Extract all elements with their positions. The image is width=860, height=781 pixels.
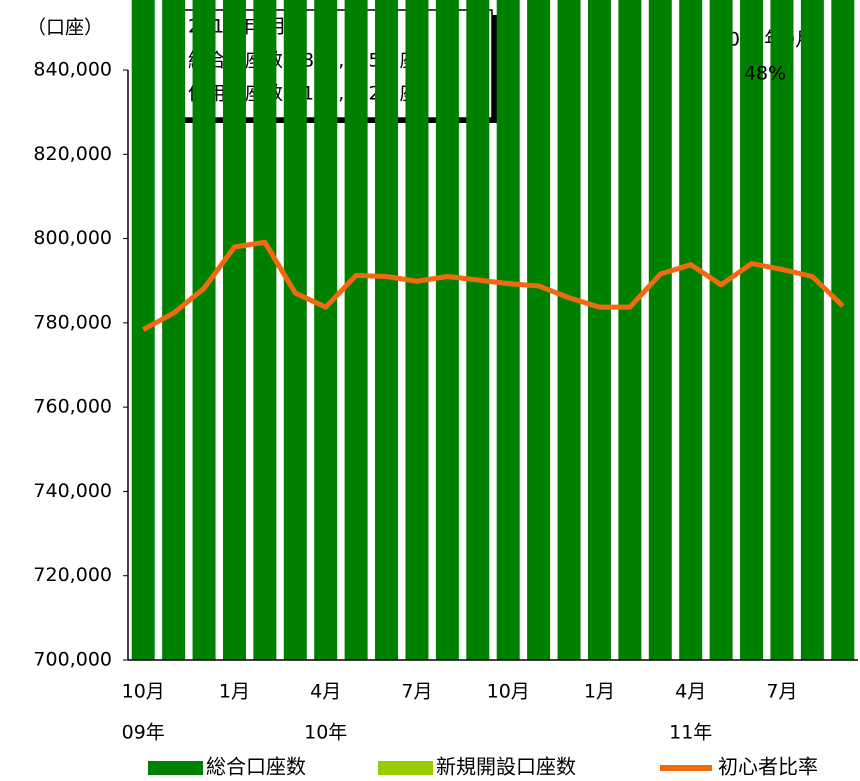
legend-label: 新規開設口座数 <box>436 755 576 779</box>
data-label: 48% <box>744 63 786 85</box>
bar-segment <box>618 0 642 660</box>
x-tick-label: 4月 <box>675 681 706 703</box>
bar-segment <box>344 0 368 660</box>
bar-segment <box>527 0 551 660</box>
bar-segment <box>831 0 855 660</box>
bar-segment <box>283 0 307 660</box>
bar-segment <box>770 0 794 660</box>
bar-segment <box>496 0 520 660</box>
bar-segment <box>131 0 155 660</box>
bar-segment <box>800 0 824 660</box>
bar-segment <box>192 0 216 660</box>
x-tick-label: 7月 <box>401 681 432 703</box>
y-tick-label: 800,000 <box>33 227 112 249</box>
bar-segment <box>162 0 186 660</box>
x-tick-label: 1月 <box>584 681 615 703</box>
bar-segment <box>679 0 703 660</box>
y-tick-label: 840,000 <box>33 59 112 81</box>
x-tick-label: 1月 <box>219 681 250 703</box>
bar-segment <box>222 0 246 660</box>
bar-segment <box>587 0 611 660</box>
bar-segment <box>314 0 338 660</box>
y-tick-label: 760,000 <box>33 396 112 418</box>
year-label: 10年 <box>304 722 347 744</box>
y-tick-label: 740,000 <box>33 480 112 502</box>
ratio-line <box>142 239 845 332</box>
bar-segment <box>648 0 672 660</box>
bar-segment <box>405 0 429 660</box>
bar-segment <box>435 0 459 660</box>
bar-segment <box>557 0 581 660</box>
y-tick-label: 820,000 <box>33 143 112 165</box>
bar-segment <box>253 0 277 660</box>
y-tick-label: 720,000 <box>33 564 112 586</box>
legend-label: 初心者比率 <box>718 755 818 779</box>
legend-swatch <box>148 761 203 775</box>
y-unit-label: （口座） <box>27 17 103 39</box>
x-tick-label: 10月 <box>487 681 530 703</box>
legend-label: 総合口座数 <box>206 755 306 779</box>
year-label: 11年 <box>669 722 712 744</box>
x-tick-label: 10月 <box>122 681 165 703</box>
bar-segment <box>709 0 733 660</box>
y-tick-label: 780,000 <box>33 311 112 333</box>
x-tick-label: 4月 <box>310 681 341 703</box>
legend-swatch <box>378 761 433 775</box>
bar-segment <box>375 0 399 660</box>
x-tick-label: 7月 <box>766 681 797 703</box>
bar-segment <box>740 0 764 660</box>
y-tick-label: 700,000 <box>33 649 112 671</box>
bar-segment <box>466 0 490 660</box>
year-label: 09年 <box>122 722 165 744</box>
